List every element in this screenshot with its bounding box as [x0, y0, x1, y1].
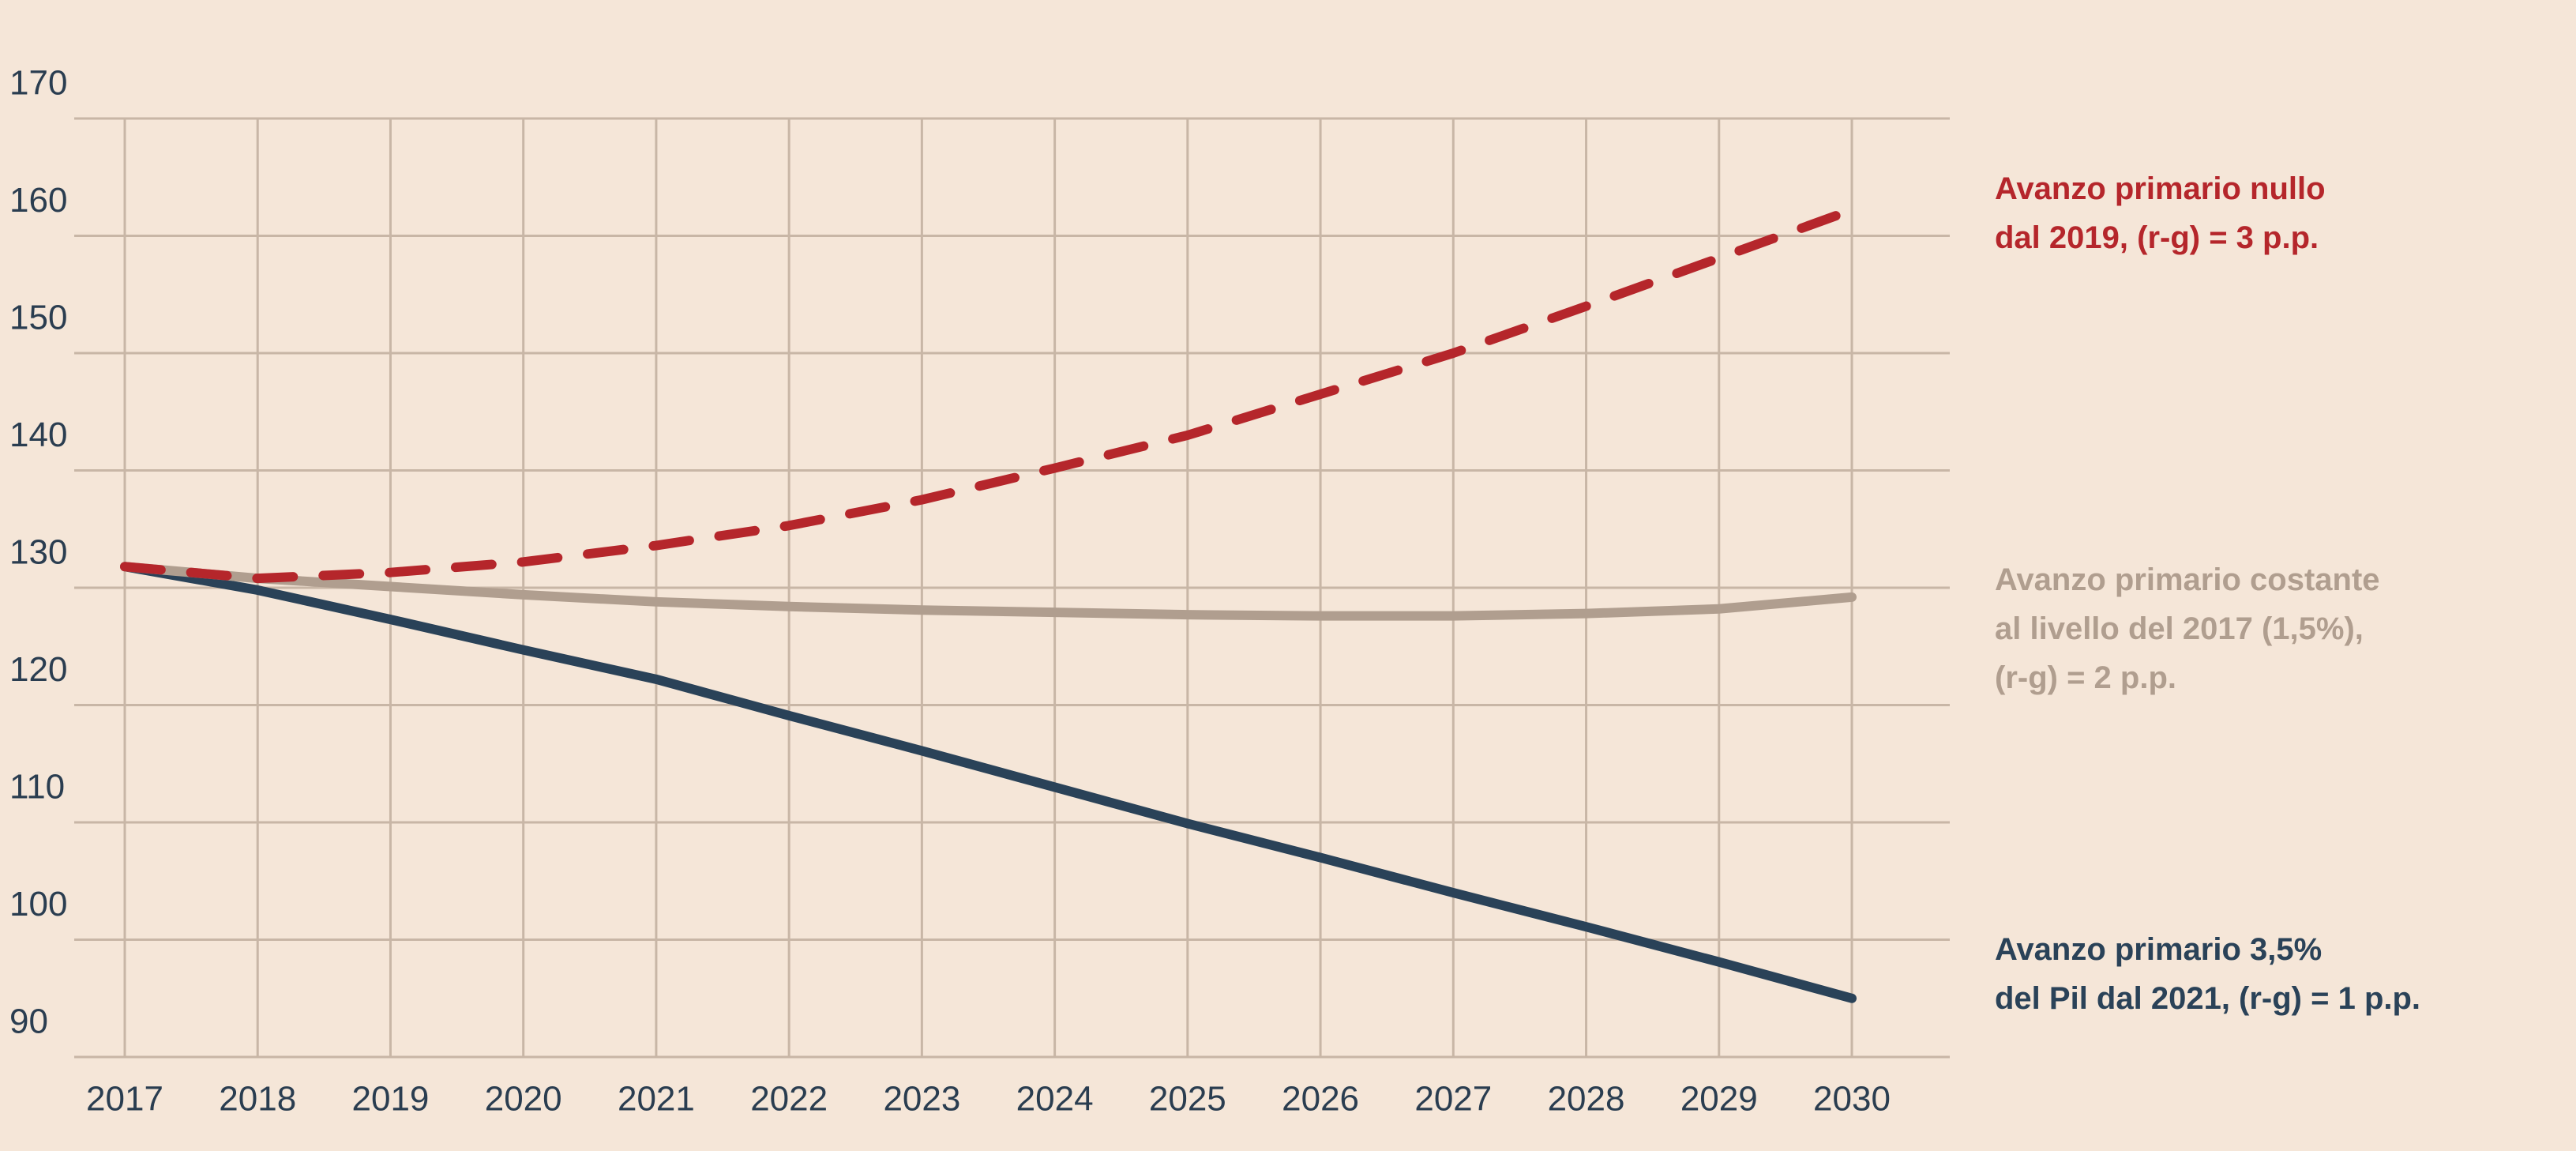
x-tick-label: 2029	[1680, 1080, 1758, 1119]
y-tick-label: 140	[9, 416, 67, 454]
x-tick-label: 2027	[1414, 1080, 1492, 1119]
x-tick-label: 2030	[1813, 1080, 1891, 1119]
x-tick-label: 2023	[883, 1080, 960, 1119]
x-tick-label: 2028	[1548, 1080, 1625, 1119]
y-tick-label: 90	[9, 1002, 48, 1041]
x-tick-label: 2020	[485, 1080, 562, 1119]
y-tick-label: 110	[9, 768, 65, 807]
x-tick-label: 2026	[1282, 1080, 1359, 1119]
y-tick-label: 100	[9, 885, 67, 923]
series-line	[120, 562, 1857, 1003]
y-tick-label: 130	[9, 533, 67, 572]
x-tick-label: 2018	[219, 1080, 296, 1119]
y-tick-label: 150	[9, 299, 67, 337]
legend-label: Avanzo primario 3,5% del Pil dal 2021, (…	[1995, 932, 2421, 1016]
y-tick-label: 120	[9, 650, 67, 689]
x-tick-label: 2019	[352, 1080, 430, 1119]
legend-label: Avanzo primario costante al livello del …	[1995, 562, 2380, 695]
y-tick-label: 170	[9, 64, 67, 103]
x-tick-label: 2017	[86, 1080, 163, 1119]
series-line	[120, 205, 1857, 584]
x-tick-label: 2025	[1149, 1080, 1226, 1119]
x-tick-label: 2021	[618, 1080, 695, 1119]
x-tick-label: 2022	[750, 1080, 828, 1119]
y-tick-label: 160	[9, 181, 67, 220]
x-tick-label: 2024	[1016, 1080, 1094, 1119]
series-line	[120, 562, 1857, 621]
legend-label: Avanzo primario nullo dal 2019, (r-g) = …	[1995, 171, 2326, 255]
